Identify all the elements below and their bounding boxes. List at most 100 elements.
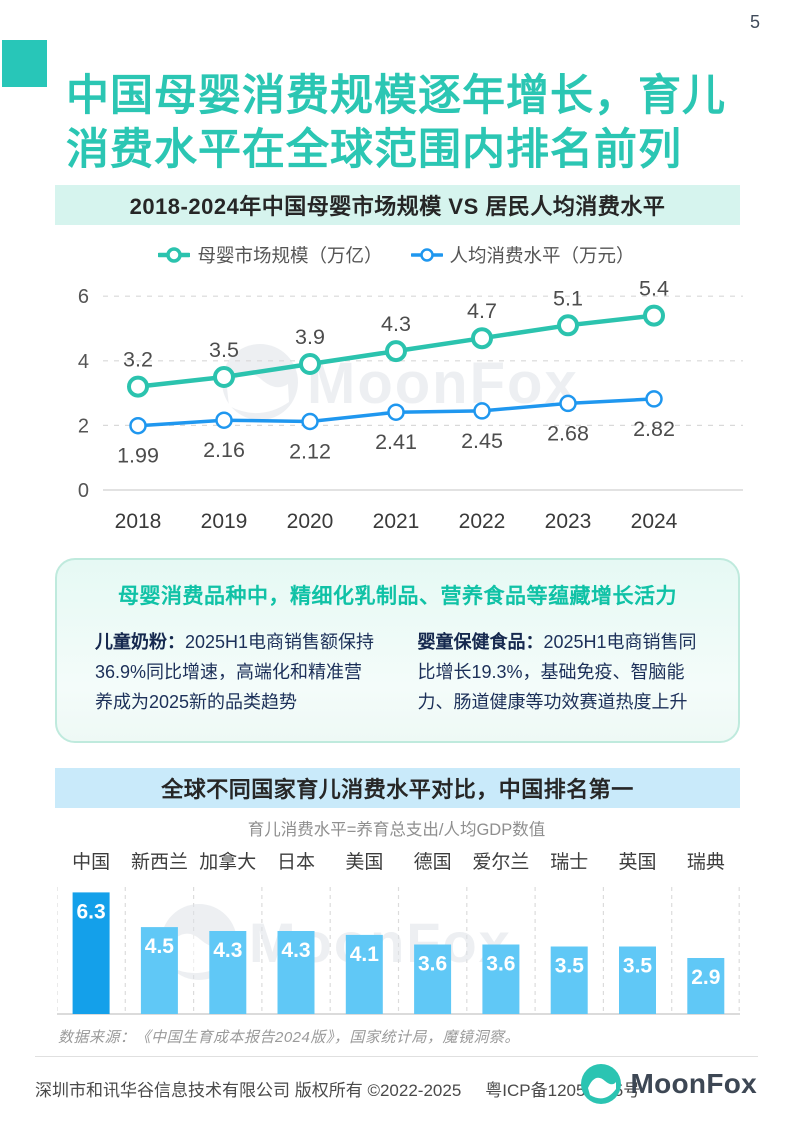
bar [345, 934, 383, 1014]
insight-columns: 儿童奶粉：2025H1电商销售额保持36.9%同比增速，高端化和精准营养成为20… [79, 627, 716, 717]
bar [140, 927, 178, 1014]
data-source-note: 数据来源：《中国生育成本报告2024版》，国家统计局，魔镜洞察。 [58, 1029, 520, 1046]
page-title-line2: 消费水平在全球范围内排名前列 [66, 125, 682, 174]
bar-category-label: 英国 [618, 852, 657, 873]
data-point-marker [643, 304, 665, 327]
footer-divider [35, 1056, 758, 1057]
y-axis-tick-label: 0 [78, 480, 89, 502]
footer-copyright: 深圳市和讯华谷信息技术有限公司 版权所有 ©2022-2025 粤ICP备1205… [35, 1076, 640, 1101]
bar-value-label: 3.6 [486, 953, 515, 976]
legend-marker-icon [158, 247, 191, 263]
insight-item: 婴童保健食品：2025H1电商销售同比增长19.3%，基础免疫、智脑能力、肠道健… [418, 627, 701, 717]
data-point-marker [645, 390, 663, 408]
insight-title: 母婴消费品种中，精细化乳制品、营养食品等蕴藏增长活力 [118, 585, 677, 608]
data-point-label: 4.3 [381, 312, 411, 336]
bar [277, 931, 315, 1014]
data-point-label: 3.9 [295, 325, 325, 349]
legend-item: 人均消费水平（万元） [410, 242, 635, 268]
insight-item-text: 2025H1电商销售额保持36.9%同比增速，高端化和精准营养成为2025新的品… [95, 632, 375, 712]
line-chart-legend: 母婴市场规模（万亿） 人均消费水平（万元） [0, 241, 793, 269]
legend-label: 母婴市场规模（万亿） [197, 245, 383, 266]
bar [414, 944, 452, 1014]
y-axis-tick-label: 4 [78, 351, 89, 373]
bar [550, 946, 588, 1014]
bar-value-label: 4.1 [350, 943, 380, 966]
bar-value-label: 4.3 [281, 939, 310, 962]
bar [619, 946, 656, 1014]
bar [687, 958, 725, 1014]
insight-item-text: 2025H1电商销售同比增长19.3%，基础免疫、智脑能力、肠道健康等功效赛道热… [417, 632, 697, 712]
bar-value-label: 4.3 [213, 939, 242, 962]
data-point-label: 4.7 [467, 299, 497, 323]
data-point-label: 2.16 [203, 438, 245, 462]
bar-value-label: 6.3 [76, 900, 105, 923]
y-axis-tick-label: 2 [78, 415, 89, 437]
data-point-marker [127, 375, 149, 398]
line-chart-header: 2018-2024年中国母婴市场规模 VS 居民人均消费水平 [55, 185, 740, 225]
data-point-label: 1.99 [117, 444, 159, 468]
bar-chart-header: 全球不同国家育儿消费水平对比，中国排名第一 [55, 768, 740, 808]
bar-category-label: 加拿大 [199, 852, 257, 873]
bar [482, 944, 520, 1014]
bar [209, 931, 247, 1014]
bar-chart-subtitle: 育儿消费水平=养育总支出/人均GDP数值 [247, 821, 546, 839]
bar [72, 892, 110, 1014]
page-title: 中国母婴消费规模逐年增长，育儿 消费水平在全球范围内排名前列 [66, 69, 766, 177]
x-axis-tick-label: 2019 [201, 510, 248, 533]
x-axis-tick-label: 2018 [115, 510, 162, 533]
moonfox-logo-text: MoonFox [630, 1068, 757, 1099]
x-axis-tick-label: 2022 [459, 510, 506, 533]
data-point-label: 5.1 [553, 286, 583, 310]
bar-category-label: 日本 [277, 852, 316, 873]
insight-box: 母婴消费品种中，精细化乳制品、营养食品等蕴藏增长活力 儿童奶粉：2025H1电商… [55, 558, 740, 743]
x-axis-tick-label: 2024 [631, 510, 678, 533]
data-point-label: 2.12 [289, 440, 331, 464]
data-point-marker [557, 314, 579, 337]
data-point-marker [213, 366, 235, 388]
data-point-label: 2.68 [547, 421, 589, 445]
moonfox-logo-icon [581, 1064, 622, 1104]
bar-value-label: 4.5 [145, 935, 175, 958]
x-axis-tick-label: 2020 [287, 510, 334, 533]
legend-item: 母婴市场规模（万亿） [158, 242, 383, 268]
insight-item: 儿童奶粉：2025H1电商销售额保持36.9%同比增速，高端化和精准营养成为20… [95, 627, 378, 717]
bar-category-label: 瑞士 [550, 852, 589, 873]
data-point-marker [129, 416, 147, 435]
data-point-label: 2.41 [375, 430, 417, 454]
data-point-marker [473, 402, 491, 420]
data-point-label: 3.2 [123, 348, 153, 372]
data-point-marker [387, 403, 405, 421]
bar-chart: MoonFox6.34.54.34.34.13.63.63.53.52.9 [57, 887, 740, 1015]
data-point-marker [215, 411, 233, 429]
data-point-marker [301, 412, 319, 431]
page-title-line1: 中国母婴消费规模逐年增长，育儿 [66, 71, 726, 120]
bar-chart-category-labels: 中国 新西兰 加拿大 日本 美国 德国 爱尔兰 瑞士 英国 瑞典 [57, 847, 740, 874]
copyright-text: 深圳市和讯华谷信息技术有限公司 版权所有 ©2022-2025 [35, 1081, 462, 1100]
insight-item-lead: 儿童奶粉： [95, 632, 185, 652]
page-number: 5 [749, 12, 760, 32]
data-point-marker [559, 394, 577, 413]
data-point-label: 2.82 [633, 417, 675, 441]
bar-category-label: 中国 [72, 852, 111, 873]
bar-category-label: 美国 [345, 852, 384, 873]
bar-value-label: 3.6 [418, 953, 447, 976]
bar-value-label: 2.9 [691, 966, 720, 989]
title-accent-square [2, 40, 47, 87]
x-axis-tick-label: 2023 [545, 510, 592, 533]
bar-category-label: 爱尔兰 [472, 852, 530, 873]
bar-value-label: 3.5 [623, 955, 653, 978]
data-point-marker [471, 327, 493, 350]
data-point-marker [299, 353, 321, 375]
bar-category-label: 德国 [413, 852, 452, 873]
legend-marker-icon [410, 248, 443, 262]
data-point-label: 3.5 [209, 338, 239, 362]
bar-value-label: 3.5 [555, 955, 585, 978]
moonfox-logo: MoonFox [580, 1063, 757, 1105]
legend-label: 人均消费水平（万元） [449, 245, 635, 266]
insight-item-lead: 婴童保健食品： [417, 632, 544, 652]
bar-category-label: 瑞典 [686, 852, 725, 873]
bar-category-label: 新西兰 [130, 852, 188, 873]
data-point-label: 5.4 [639, 280, 669, 301]
x-axis-tick-label: 2021 [373, 510, 420, 533]
